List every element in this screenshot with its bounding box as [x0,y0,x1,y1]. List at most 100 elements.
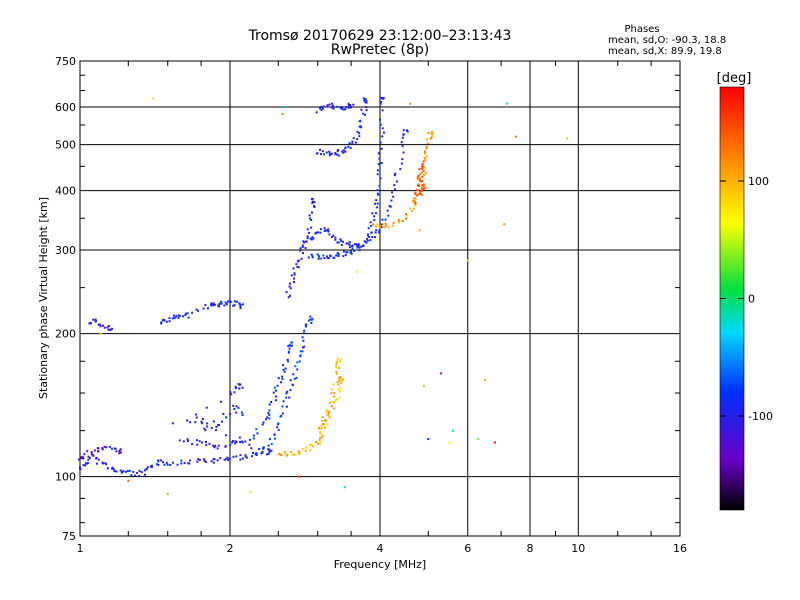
echo-point [217,423,220,426]
echo-point [241,413,244,416]
echo-point [419,172,422,175]
echo-point [126,470,129,473]
echo-point [301,245,304,248]
echo-point [311,200,314,203]
echo-point [203,427,206,430]
echo-point [288,285,291,288]
echo-point [321,107,324,110]
echo-point [310,253,313,256]
x-tick-labels: 1 2 4 6 8 10 16 [77,542,688,555]
echo-point [239,454,242,457]
echo-point [338,360,341,363]
echo-point [171,422,174,425]
echo-point [377,231,380,234]
echo-point [326,104,329,107]
echo-point [311,256,314,259]
echo-point [289,450,292,453]
echo-point [370,225,373,228]
echo-point [427,438,430,441]
echo-point [186,440,189,443]
echo-point [380,101,383,104]
echo-point [118,450,121,453]
echo-point [220,300,223,303]
echo-point [364,101,367,104]
y-tick-label: 75 [62,530,76,543]
echo-point [422,169,425,172]
echo-point [118,452,121,455]
echo-point [339,382,342,385]
echo-point [128,469,131,472]
echo-point [90,453,93,456]
echo-point [320,436,323,439]
echo-point [134,474,137,477]
echo-point [323,227,326,230]
echo-point [321,416,324,419]
echo-point [371,236,374,239]
echo-point [307,319,310,322]
echo-point [301,252,304,255]
echo-point [217,444,220,447]
echo-point [379,123,382,126]
echo-point [506,102,509,105]
echo-point [273,386,276,389]
echo-point [356,246,359,249]
echo-point [229,413,232,416]
echo-point [409,102,412,105]
echo-point [356,138,359,141]
echo-point [348,241,351,244]
echo-point [326,413,329,416]
echo-point [386,209,389,212]
echo-point [188,459,191,462]
echo-point [189,421,192,424]
echo-point [353,243,356,246]
echo-point [323,426,326,429]
echo-point [180,459,183,462]
echo-point [267,411,270,414]
echo-point [299,350,302,353]
echo-point [301,346,304,349]
echo-point [365,241,368,244]
echo-point [97,458,100,461]
echo-point [138,475,141,478]
echo-point [358,120,361,123]
x-tick-label: 10 [571,542,585,555]
echo-point [237,406,240,409]
echo-point [338,377,341,380]
echo-point [426,155,429,158]
echo-point [301,447,304,450]
echo-point [420,188,423,191]
echo-point [423,150,426,153]
echo-point [327,228,330,231]
echo-point [191,443,194,446]
echo-point [439,372,442,375]
echo-point [328,152,331,155]
echo-point [319,153,322,156]
echo-point [338,379,341,382]
echo-point [374,231,377,234]
echo-point [347,145,350,148]
echo-point [255,452,258,455]
echo-point [323,423,326,426]
echo-point [80,456,83,459]
echo-point [325,151,328,154]
echo-point [244,440,247,443]
echo-point [298,451,301,454]
echo-point [288,294,291,297]
echo-point [324,419,327,422]
echo-point [398,219,401,222]
echo-point [177,316,180,319]
echo-point [335,370,338,373]
echo-point [330,236,333,239]
echo-point [187,462,190,465]
colorbar-tick-label: 0 [748,293,755,306]
echo-points [78,96,569,495]
echo-point [334,238,337,241]
echo-point [366,234,369,237]
echo-point [330,405,333,408]
echo-point [289,344,292,347]
echo-point [287,351,290,354]
echo-point [161,319,164,322]
echo-point [401,158,404,161]
echo-point [299,354,302,357]
